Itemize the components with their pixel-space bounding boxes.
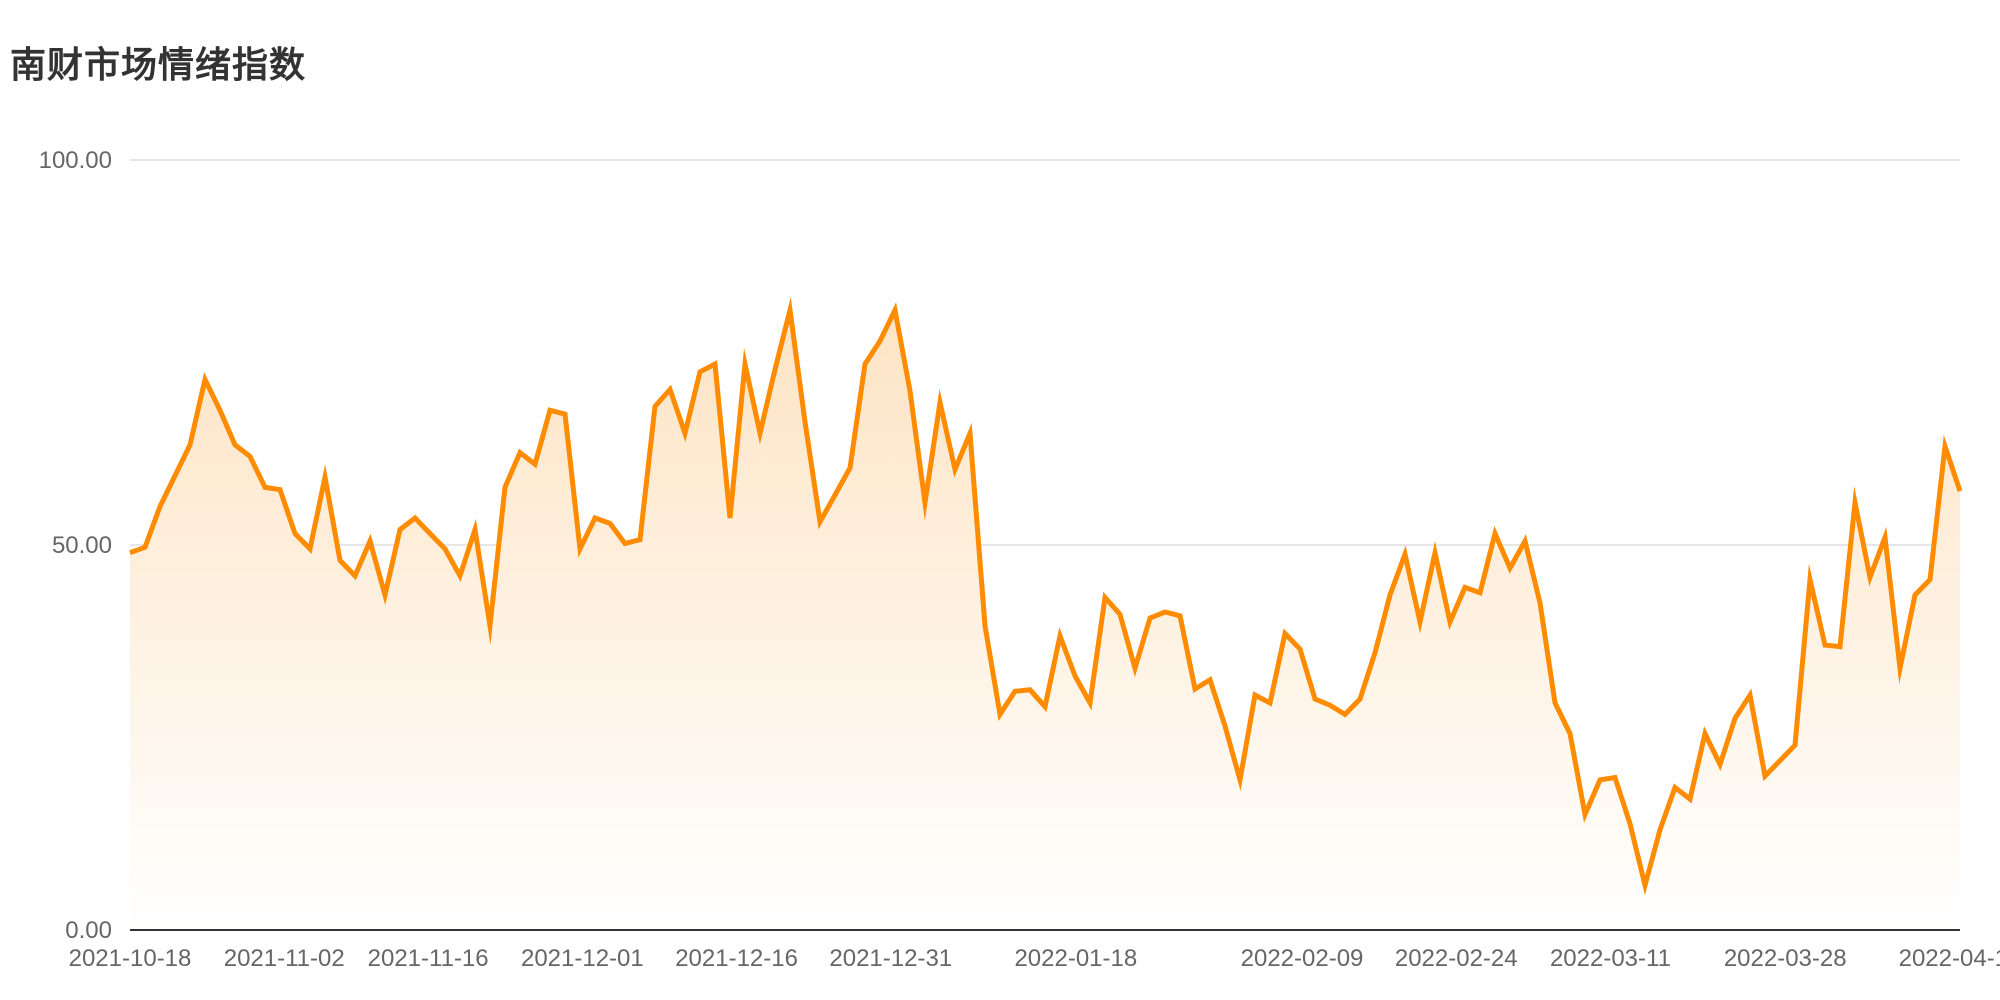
- x-tick-label: 2021-12-01: [521, 945, 644, 972]
- x-tick-label: 2021-10-18: [69, 945, 192, 972]
- area-fill: [130, 310, 1960, 931]
- x-tick-label: 2021-12-16: [675, 945, 798, 972]
- series-line: [129, 296, 1963, 896]
- x-tick-label: 2022-01-18: [1014, 945, 1137, 972]
- y-tick-label: 50.00: [52, 532, 112, 559]
- x-tick-label: 2022-03-11: [1550, 945, 1671, 972]
- series-area: [130, 310, 1960, 931]
- x-tick-label: 2022-04-14: [1899, 945, 2000, 972]
- y-tick-label: 0.00: [65, 917, 112, 944]
- grid-lines: [130, 159, 1960, 546]
- series-path: [129, 296, 1963, 896]
- y-tick-label: 100.00: [39, 147, 112, 174]
- x-tick-label: 2021-11-02: [224, 945, 345, 972]
- x-axis-ticks: 2021-10-18 2021-11-02 2021-11-16 2021-12-01…: [69, 945, 2000, 972]
- x-tick-label: 2021-12-31: [829, 945, 952, 972]
- x-tick-label: 2021-11-16: [368, 945, 489, 972]
- chart-title: 南财市场情绪指数: [10, 45, 307, 86]
- x-tick-label: 2022-02-24: [1395, 945, 1518, 972]
- y-axis-ticks: 0.00 50.00 100.00: [39, 147, 112, 944]
- x-tick-label: 2022-03-28: [1724, 945, 1847, 972]
- x-tick-label: 2022-02-09: [1241, 945, 1364, 972]
